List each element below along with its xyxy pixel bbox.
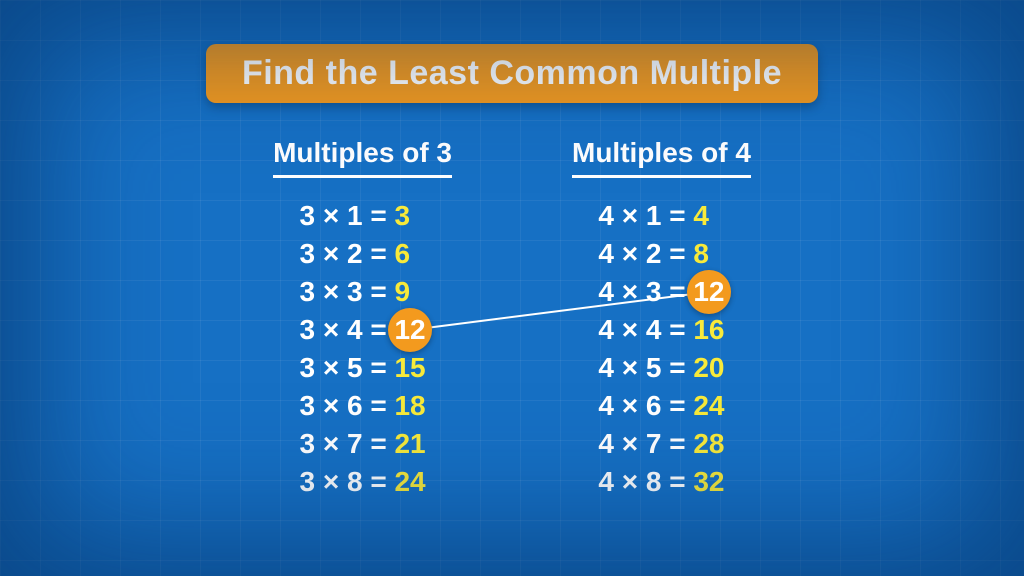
expr: 3 × 1 = bbox=[299, 200, 394, 232]
expr: 4 × 6 = bbox=[598, 390, 693, 422]
multiple-row: 4 × 1 = 4 bbox=[598, 200, 724, 232]
result-highlighted: 12 bbox=[394, 314, 425, 346]
multiple-row: 3 × 6 = 18 bbox=[299, 390, 425, 422]
title-banner: Find the Least Common Multiple bbox=[206, 44, 818, 103]
slide-container: Find the Least Common Multiple Multiples… bbox=[0, 0, 1024, 576]
result: 3 bbox=[394, 200, 410, 232]
multiple-row: 4 × 6 = 24 bbox=[598, 390, 724, 422]
result: 4 bbox=[693, 200, 709, 232]
result: 21 bbox=[394, 428, 425, 460]
result: 20 bbox=[693, 352, 724, 384]
result: 15 bbox=[394, 352, 425, 384]
multiple-row: 4 × 5 = 20 bbox=[598, 352, 724, 384]
result: 8 bbox=[693, 238, 709, 270]
expr: 3 × 2 = bbox=[299, 238, 394, 270]
result: 28 bbox=[693, 428, 724, 460]
expr: 4 × 7 = bbox=[598, 428, 693, 460]
result: 24 bbox=[693, 390, 724, 422]
column-heading: Multiples of 3 bbox=[273, 137, 452, 178]
expr: 3 × 7 = bbox=[299, 428, 394, 460]
multiple-row: 3 × 4 = 12 bbox=[299, 314, 425, 346]
multiple-row: 3 × 3 = 9 bbox=[299, 276, 425, 308]
multiple-row: 4 × 4 = 16 bbox=[598, 314, 724, 346]
expr: 3 × 4 = bbox=[299, 314, 394, 346]
multiple-row: 4 × 3 = 12 bbox=[598, 276, 724, 308]
column-heading: Multiples of 4 bbox=[572, 137, 751, 178]
rows-col-0: 3 × 1 = 3 3 × 2 = 6 3 × 3 = 9 3 × 4 = 12… bbox=[299, 200, 425, 498]
column-multiples-of-4: Multiples of 4 4 × 1 = 4 4 × 2 = 8 4 × 3… bbox=[572, 137, 751, 498]
result: 32 bbox=[693, 466, 724, 498]
multiple-row: 4 × 2 = 8 bbox=[598, 238, 724, 270]
multiple-row: 3 × 7 = 21 bbox=[299, 428, 425, 460]
result: 6 bbox=[394, 238, 410, 270]
multiple-row: 3 × 2 = 6 bbox=[299, 238, 425, 270]
multiple-row: 4 × 7 = 28 bbox=[598, 428, 724, 460]
result: 18 bbox=[394, 390, 425, 422]
expr: 4 × 1 = bbox=[598, 200, 693, 232]
columns-wrapper: Multiples of 3 3 × 1 = 3 3 × 2 = 6 3 × 3… bbox=[273, 137, 751, 498]
rows-col-1: 4 × 1 = 4 4 × 2 = 8 4 × 3 = 12 4 × 4 = 1… bbox=[598, 200, 724, 498]
multiple-row: 3 × 1 = 3 bbox=[299, 200, 425, 232]
expr: 4 × 2 = bbox=[598, 238, 693, 270]
expr: 4 × 3 = bbox=[598, 276, 693, 308]
multiple-row: 3 × 8 = 24 bbox=[299, 466, 425, 498]
expr: 3 × 8 = bbox=[299, 466, 394, 498]
expr: 4 × 4 = bbox=[598, 314, 693, 346]
expr: 3 × 5 = bbox=[299, 352, 394, 384]
result: 9 bbox=[394, 276, 410, 308]
multiple-row: 4 × 8 = 32 bbox=[598, 466, 724, 498]
result: 24 bbox=[394, 466, 425, 498]
multiple-row: 3 × 5 = 15 bbox=[299, 352, 425, 384]
result-highlighted: 12 bbox=[693, 276, 724, 308]
expr: 3 × 3 = bbox=[299, 276, 394, 308]
result: 16 bbox=[693, 314, 724, 346]
column-multiples-of-3: Multiples of 3 3 × 1 = 3 3 × 2 = 6 3 × 3… bbox=[273, 137, 452, 498]
expr: 3 × 6 = bbox=[299, 390, 394, 422]
expr: 4 × 5 = bbox=[598, 352, 693, 384]
expr: 4 × 8 = bbox=[598, 466, 693, 498]
